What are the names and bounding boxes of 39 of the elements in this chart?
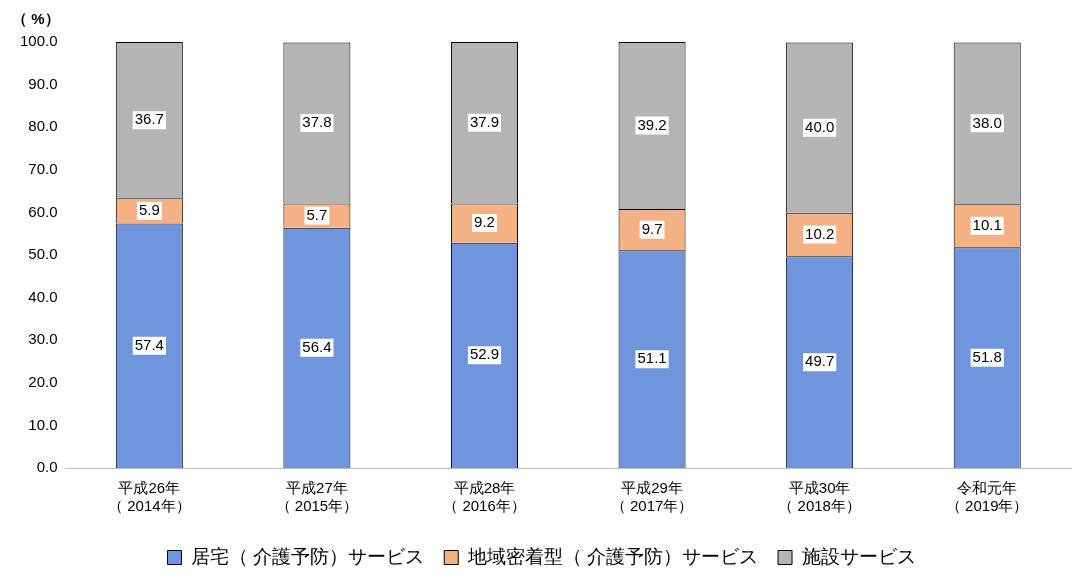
y-axis-title: （ %） xyxy=(12,10,60,28)
y-tick-label: 80.0 xyxy=(28,117,58,135)
y-tick-label: 0.0 xyxy=(36,458,58,476)
x-tick-label: 平成30年（ 2018年） xyxy=(778,479,861,515)
text: 40.0 xyxy=(805,117,835,135)
text: 51.1 xyxy=(637,349,667,367)
legend-label: 地域密着型（ 介護予防）サービス xyxy=(466,545,759,567)
text: 57.4 xyxy=(134,335,164,353)
text: 5.9 xyxy=(138,201,160,219)
text: 37.8 xyxy=(302,113,332,131)
y-tick-label: 90.0 xyxy=(28,74,58,92)
text: 49.7 xyxy=(805,352,835,370)
text: 52.9 xyxy=(469,345,500,363)
y-tick-label: 50.0 xyxy=(28,245,58,263)
x-tick-label: 平成29年（ 2017年） xyxy=(610,479,694,515)
y-tick-label: 40.0 xyxy=(28,287,58,305)
y-tick-label: 70.0 xyxy=(28,159,58,177)
text: 51.8 xyxy=(972,347,1002,365)
text: 39.2 xyxy=(637,115,667,133)
y-tick-label: 60.0 xyxy=(28,202,58,220)
legend-label: 居宅（ 介護予防）サービス xyxy=(190,545,425,567)
text: 10.1 xyxy=(972,215,1002,233)
y-tick-label: 100.0 xyxy=(19,32,58,50)
text: 9.2 xyxy=(474,213,495,231)
text: 36.7 xyxy=(134,110,164,128)
text: 10.2 xyxy=(805,224,835,242)
text: 5.7 xyxy=(306,205,328,223)
y-tick-label: 20.0 xyxy=(28,372,58,390)
y-tick-label: 30.0 xyxy=(28,330,58,348)
text: 38.0 xyxy=(972,113,1002,131)
x-tick-label: 平成27年（ 2015年） xyxy=(275,479,359,515)
y-tick-label: 10.0 xyxy=(28,415,58,433)
text: 56.4 xyxy=(302,338,332,356)
x-tick-label: 令和元年（ 2019年） xyxy=(945,479,1029,515)
x-tick-label: 平成28年（ 2016年） xyxy=(443,479,526,515)
legend-label: 施設サービス xyxy=(801,545,916,567)
text: 37.9 xyxy=(469,112,500,130)
x-tick-label: 平成26年（ 2014年） xyxy=(108,479,191,515)
text: 9.7 xyxy=(641,219,663,237)
